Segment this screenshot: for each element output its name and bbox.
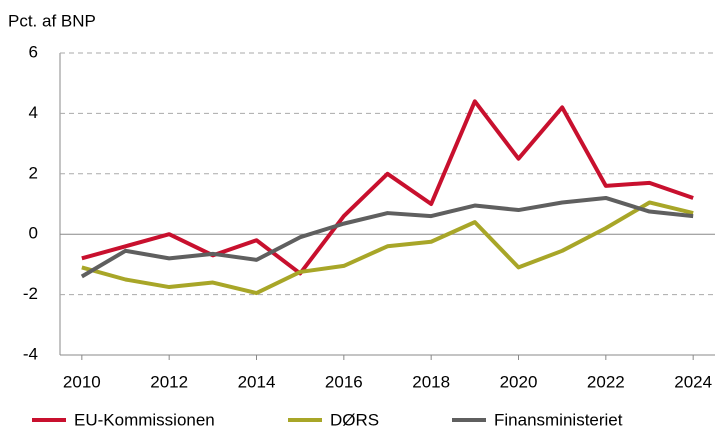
line-series xyxy=(81,99,694,276)
x-tick-label: 2024 xyxy=(674,372,712,391)
y-tick-label: 4 xyxy=(29,103,38,122)
y-tick-label: 6 xyxy=(29,42,38,61)
x-tick-label: 2010 xyxy=(63,372,101,391)
x-tick-label: 2022 xyxy=(587,372,625,391)
x-tick-label: 2016 xyxy=(325,372,363,391)
y-tick-label: 2 xyxy=(29,163,38,182)
legend-label: EU-Kommissionen xyxy=(74,410,215,429)
line-series xyxy=(80,195,694,279)
y-tick-label: -4 xyxy=(23,344,38,363)
legend-label: DØRS xyxy=(330,410,379,429)
legend-label: Finansministeriet xyxy=(494,410,623,429)
y-tick-label: -2 xyxy=(23,284,38,303)
x-tick-label: 2014 xyxy=(238,372,276,391)
x-tick-label: 2020 xyxy=(500,372,538,391)
x-tick-label: 2012 xyxy=(150,372,188,391)
y-axis-label: Pct. af BNP xyxy=(8,11,96,30)
y-tick-label: 0 xyxy=(29,224,38,243)
line-series xyxy=(81,200,694,296)
x-tick-label: 2018 xyxy=(412,372,450,391)
